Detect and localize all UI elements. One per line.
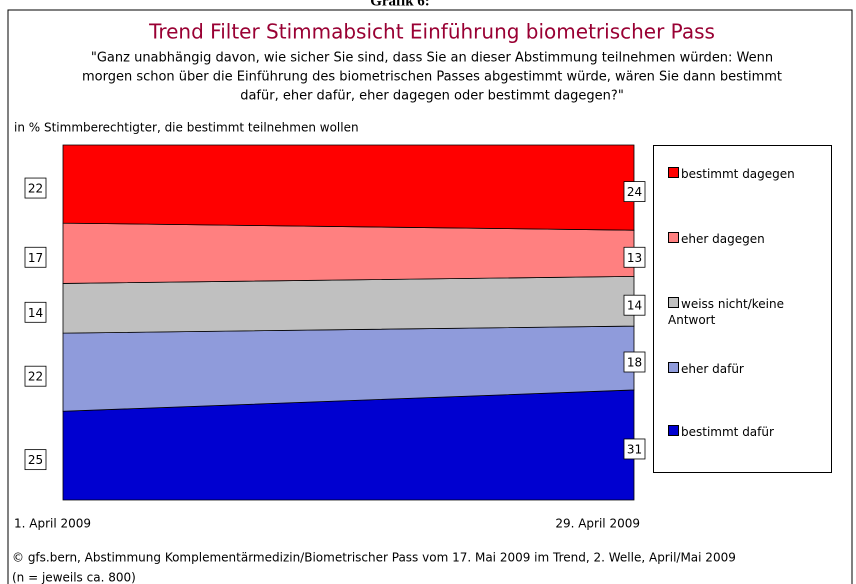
x-tick-label: 1. April 2009 bbox=[14, 517, 91, 531]
legend-label: bestimmt dagegen bbox=[681, 167, 795, 181]
legend-item: bestimmt dafür bbox=[668, 424, 828, 440]
subtitle: dafür, eher dafür, eher dagegen oder bes… bbox=[240, 89, 624, 104]
legend-item: eher dagegen bbox=[668, 231, 828, 247]
value-label-box bbox=[24, 301, 47, 323]
value-label: 18 bbox=[627, 356, 642, 370]
value-label: 17 bbox=[28, 251, 43, 265]
value-label: 25 bbox=[28, 453, 43, 467]
area bbox=[62, 222, 635, 284]
y-axis-label: in % Stimmberechtigter, die bestimmt tei… bbox=[14, 121, 359, 135]
value-label: 14 bbox=[627, 299, 642, 313]
legend-item: bestimmt dagegen bbox=[668, 166, 828, 182]
value-label-box bbox=[623, 181, 646, 203]
area bbox=[62, 275, 635, 334]
value-label-box bbox=[623, 438, 646, 460]
footer: © gfs.bern, Abstimmung Komplementärmediz… bbox=[12, 551, 736, 565]
value-label: 14 bbox=[28, 306, 43, 320]
value-label: 24 bbox=[627, 185, 642, 199]
value-label-box bbox=[24, 449, 47, 471]
legend-item: weiss nicht/keine Antwort bbox=[668, 296, 828, 328]
subtitle: morgen schon über die Einführung des bio… bbox=[82, 70, 782, 85]
legend-swatch bbox=[668, 297, 679, 308]
legend-swatch bbox=[668, 362, 679, 373]
legend-label: bestimmt dafür bbox=[681, 425, 774, 439]
legend-item: eher dafür bbox=[668, 361, 828, 377]
area bbox=[62, 144, 635, 231]
footer: (n = jeweils ca. 800) bbox=[12, 571, 136, 584]
value-label-box bbox=[24, 365, 47, 387]
value-label: 22 bbox=[28, 182, 43, 196]
subtitle: "Ganz unabhängig davon, wie sicher Sie s… bbox=[91, 51, 773, 66]
legend-label: eher dagegen bbox=[681, 232, 765, 246]
legend-label: weiss nicht/keine Antwort bbox=[668, 297, 784, 327]
legend: bestimmt dagegen eher dagegen weiss nicht/… bbox=[653, 145, 832, 473]
value-label: 31 bbox=[627, 442, 642, 456]
value-label-box bbox=[623, 351, 646, 373]
graphic-label: Grafik 6: bbox=[370, 0, 430, 9]
value-label-box bbox=[24, 246, 47, 268]
legend-swatch bbox=[668, 232, 679, 243]
chart-title: Trend Filter Stimmabsicht Einführung bio… bbox=[148, 20, 715, 44]
value-label-box bbox=[623, 246, 646, 268]
x-tick-label: 29. April 2009 bbox=[555, 517, 640, 531]
frame bbox=[7, 9, 853, 584]
value-label-box bbox=[623, 294, 646, 316]
value-label: 13 bbox=[627, 251, 642, 265]
legend-label: eher dafür bbox=[681, 362, 744, 376]
value-label: 22 bbox=[28, 370, 43, 384]
legend-swatch bbox=[668, 167, 679, 178]
legend-swatch bbox=[668, 425, 679, 436]
value-label-box bbox=[24, 177, 47, 199]
